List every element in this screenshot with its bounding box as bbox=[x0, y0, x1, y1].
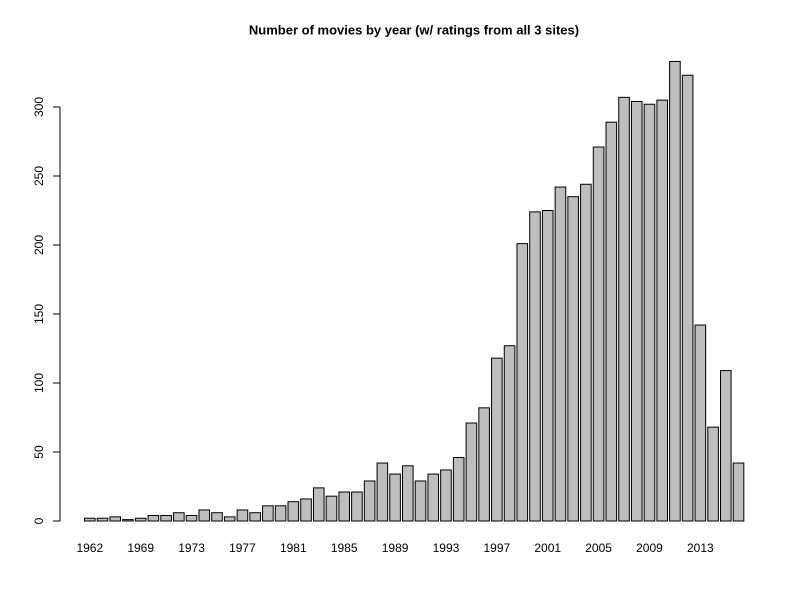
bar bbox=[109, 516, 122, 522]
bar bbox=[351, 491, 363, 522]
y-tick-label: 0 bbox=[32, 517, 46, 524]
x-tick-label: 1981 bbox=[280, 541, 307, 555]
bar bbox=[236, 509, 249, 522]
bar bbox=[287, 501, 300, 522]
bar bbox=[656, 99, 669, 522]
x-tick-label: 1993 bbox=[433, 541, 460, 555]
bar bbox=[605, 121, 618, 522]
bar bbox=[465, 422, 478, 522]
bar bbox=[681, 74, 694, 522]
x-tick-label: 1977 bbox=[229, 541, 256, 555]
bar bbox=[669, 60, 681, 522]
x-tick-label: 2001 bbox=[534, 541, 561, 555]
bar bbox=[592, 146, 605, 522]
bar bbox=[707, 426, 719, 522]
x-tick-label: 1989 bbox=[382, 541, 409, 555]
x-tick-label: 2013 bbox=[687, 541, 714, 555]
x-tick-label: 2005 bbox=[585, 541, 612, 555]
bar bbox=[84, 517, 96, 522]
bar bbox=[567, 196, 579, 522]
bar bbox=[503, 345, 516, 522]
chart-title: Number of movies by year (w/ ratings fro… bbox=[249, 22, 579, 37]
x-tick-label: 1997 bbox=[483, 541, 510, 555]
bar bbox=[580, 183, 592, 522]
bar bbox=[643, 103, 656, 522]
bar bbox=[147, 514, 160, 522]
y-tick-label: 50 bbox=[32, 445, 46, 459]
bar bbox=[262, 505, 274, 522]
bar bbox=[694, 324, 707, 522]
bar bbox=[389, 473, 401, 522]
bar bbox=[732, 462, 745, 522]
bar bbox=[185, 514, 198, 522]
y-tick-label: 250 bbox=[32, 166, 46, 186]
bar bbox=[312, 487, 325, 522]
bar bbox=[630, 100, 643, 522]
x-tick-label: 1985 bbox=[331, 541, 358, 555]
bar bbox=[440, 469, 452, 522]
bar bbox=[173, 512, 185, 522]
bar bbox=[211, 512, 223, 522]
y-tick-label: 200 bbox=[32, 235, 46, 255]
bar bbox=[249, 512, 261, 522]
bar bbox=[274, 505, 287, 522]
x-tick-label: 1973 bbox=[178, 541, 205, 555]
bar bbox=[720, 370, 732, 522]
bar bbox=[338, 491, 350, 522]
y-tick-label: 300 bbox=[32, 97, 46, 117]
bar bbox=[325, 495, 338, 522]
bar bbox=[478, 407, 490, 522]
bar bbox=[414, 480, 427, 522]
bar bbox=[491, 357, 503, 522]
bar bbox=[618, 96, 630, 522]
y-tick-label: 150 bbox=[32, 304, 46, 324]
y-tick-label: 100 bbox=[32, 373, 46, 393]
bar bbox=[134, 517, 147, 522]
bar bbox=[198, 509, 211, 522]
bar bbox=[376, 462, 389, 522]
bar bbox=[300, 498, 312, 522]
bar bbox=[554, 186, 567, 522]
bar bbox=[452, 457, 465, 522]
x-tick-label: 1962 bbox=[76, 541, 103, 555]
bar bbox=[96, 517, 109, 522]
bar bbox=[427, 473, 440, 522]
x-tick-label: 2009 bbox=[636, 541, 663, 555]
bar bbox=[541, 210, 554, 522]
bar bbox=[529, 211, 541, 522]
bar bbox=[516, 243, 529, 522]
bar bbox=[363, 480, 376, 522]
bar bbox=[402, 465, 414, 522]
bar bbox=[160, 514, 172, 522]
bar bbox=[122, 519, 134, 522]
bar bbox=[223, 516, 236, 522]
x-tick-label: 1969 bbox=[127, 541, 154, 555]
